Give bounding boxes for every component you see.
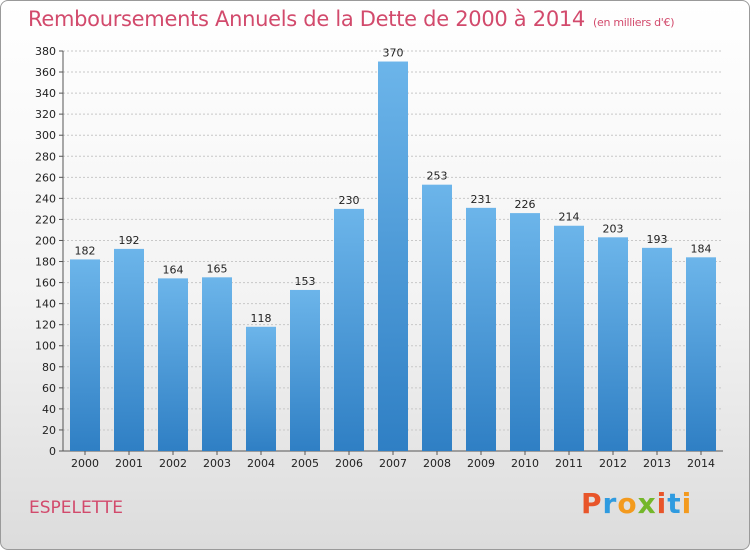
value-label: 231 <box>471 193 492 206</box>
x-tick-label: 2010 <box>511 457 539 470</box>
logo-letter: o <box>617 487 638 520</box>
value-label: 226 <box>515 198 536 211</box>
bar-2014 <box>686 257 716 451</box>
logo-letter: i <box>681 487 693 520</box>
y-tick-label: 200 <box>35 234 56 247</box>
bar-2007 <box>378 61 408 452</box>
y-tick-label: 300 <box>35 129 56 142</box>
y-tick-label: 140 <box>35 298 56 311</box>
x-tick-label: 2005 <box>291 457 319 470</box>
y-tick-label: 280 <box>35 150 56 163</box>
commune-name: ESPELETTE <box>29 498 123 518</box>
bar-2012 <box>598 237 628 451</box>
x-tick-label: 2009 <box>467 457 495 470</box>
x-tick-label: 2000 <box>71 457 99 470</box>
value-label: 164 <box>163 263 184 276</box>
x-tick-label: 2003 <box>203 457 231 470</box>
value-label: 153 <box>295 275 316 288</box>
labels: 0 20 40 60 80 100 120 140 160 180 200 220 240 260 280 3… <box>35 45 715 470</box>
y-tick-label: 0 <box>49 445 56 458</box>
chart-title-text: Remboursements Annuels de la Dette de 20… <box>28 7 585 31</box>
value-label: 165 <box>207 262 228 275</box>
bar-2002 <box>158 278 188 451</box>
y-tick-label: 180 <box>35 256 56 269</box>
x-tick-label: 2012 <box>599 457 627 470</box>
y-tick-label: 120 <box>35 319 56 332</box>
bar-2010 <box>510 213 540 451</box>
x-tick-label: 2014 <box>687 457 715 470</box>
logo-letter: r <box>602 487 618 520</box>
bar-2000 <box>70 259 100 451</box>
y-tick-label: 380 <box>35 45 56 58</box>
value-label: 193 <box>647 233 668 246</box>
y-tick-label: 260 <box>35 171 56 184</box>
y-tick-label: 340 <box>35 87 56 100</box>
bar-2005 <box>290 289 320 451</box>
y-tick-label: 240 <box>35 192 56 205</box>
bar-2009 <box>466 207 496 451</box>
bars <box>70 61 716 452</box>
y-tick-label: 20 <box>42 424 56 437</box>
bar-2008 <box>422 184 452 451</box>
x-tick-label: 2002 <box>159 457 187 470</box>
value-label: 192 <box>119 234 140 247</box>
value-label: 118 <box>251 312 272 325</box>
x-tick-label: 2001 <box>115 457 143 470</box>
y-tick-label: 320 <box>35 108 56 121</box>
y-tick-label: 80 <box>42 361 56 374</box>
bar-2001 <box>114 248 144 451</box>
bar-2003 <box>202 277 232 451</box>
logo-letter: t <box>667 487 682 520</box>
logo-letter: P <box>581 487 603 520</box>
x-tick-label: 2004 <box>247 457 275 470</box>
logo-letter: i <box>656 487 668 520</box>
bar-2011 <box>554 225 584 451</box>
logo-letter: x <box>637 487 657 520</box>
x-tick-label: 2011 <box>555 457 583 470</box>
y-tick-label: 60 <box>42 382 56 395</box>
value-label: 214 <box>559 211 580 224</box>
value-label: 182 <box>75 244 96 257</box>
x-tick-label: 2013 <box>643 457 671 470</box>
x-tick-label: 2006 <box>335 457 363 470</box>
y-tick-label: 220 <box>35 213 56 226</box>
y-tick-label: 160 <box>35 277 56 290</box>
value-label: 203 <box>603 222 624 235</box>
bar-2006 <box>334 208 364 451</box>
x-tick-label: 2007 <box>379 457 407 470</box>
bar-2004 <box>246 326 276 451</box>
value-label: 370 <box>383 47 404 60</box>
chart-unit: (en milliers d'€) <box>593 16 675 29</box>
x-tick-label: 2008 <box>423 457 451 470</box>
proxiti-logo: Proxiti <box>581 487 692 520</box>
y-tick-label: 100 <box>35 340 56 353</box>
value-label: 184 <box>691 242 712 255</box>
y-tick-label: 360 <box>35 66 56 79</box>
value-label: 230 <box>339 194 360 207</box>
y-tick-label: 40 <box>42 403 56 416</box>
value-label: 253 <box>427 170 448 183</box>
bar-2013 <box>642 247 672 451</box>
chart-title: Remboursements Annuels de la Dette de 20… <box>28 7 674 31</box>
